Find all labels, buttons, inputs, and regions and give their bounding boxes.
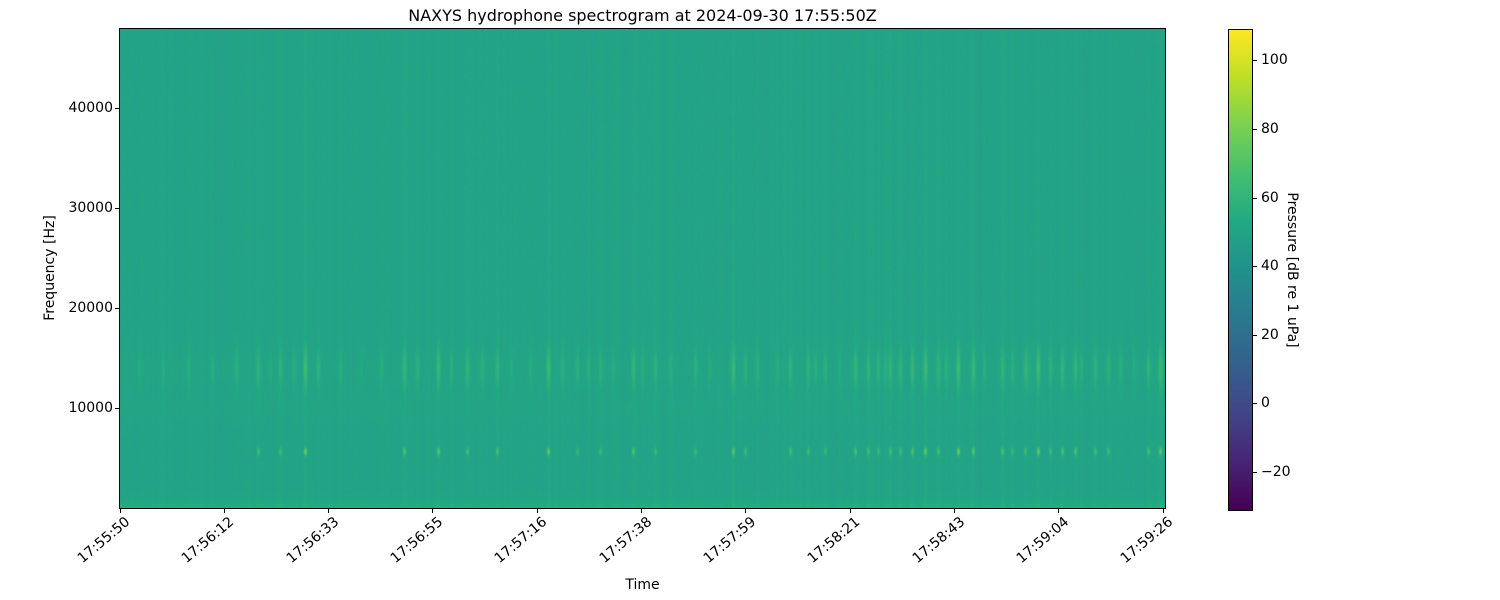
colorbar-tick-mark: [1253, 60, 1257, 62]
x-tick-label: 17:57:59: [700, 514, 760, 567]
colorbar-tick-mark: [1253, 403, 1257, 405]
colorbar-tick-mark: [1253, 197, 1257, 199]
plot-area: [119, 28, 1166, 509]
y-tick-mark: [115, 307, 119, 309]
colorbar-tick-mark: [1253, 471, 1257, 473]
x-tick-label: 17:59:04: [1013, 514, 1072, 567]
x-tick-mark: [328, 509, 330, 513]
y-tick-label: 10000: [68, 399, 113, 416]
colorbar-tick-label: 80: [1261, 120, 1279, 137]
x-tick-mark: [953, 509, 955, 513]
x-tick-label: 17:58:21: [804, 514, 864, 567]
y-tick-label: 30000: [68, 200, 113, 217]
colorbar: [1228, 29, 1253, 511]
x-tick-label: 17:58:43: [909, 514, 968, 567]
x-tick-mark: [223, 509, 225, 513]
x-tick-mark: [1058, 509, 1060, 513]
colorbar-tick-mark: [1253, 128, 1257, 130]
colorbar-label: Pressure [dB re 1 uPa]: [1284, 192, 1300, 348]
plot-title: NAXYS hydrophone spectrogram at 2024-09-…: [408, 6, 877, 25]
x-tick-label: 17:59:26: [1117, 514, 1177, 567]
x-tick-mark: [745, 509, 747, 513]
y-tick-mark: [115, 108, 119, 110]
colorbar-tick-label: 40: [1261, 258, 1279, 275]
colorbar-tick-mark: [1253, 334, 1257, 336]
x-tick-label: 17:57:16: [492, 514, 551, 567]
y-tick-label: 40000: [68, 100, 113, 117]
x-tick-label: 17:56:55: [387, 514, 447, 567]
y-tick-mark: [115, 208, 119, 210]
x-tick-label: 17:57:38: [596, 514, 655, 567]
x-tick-mark: [119, 509, 121, 513]
x-tick-mark: [536, 509, 538, 513]
x-tick-label: 17:56:12: [179, 514, 238, 567]
y-tick-mark: [115, 407, 119, 409]
x-tick-label: 17:55:50: [74, 514, 134, 567]
colorbar-tick-label: 60: [1261, 189, 1279, 206]
x-tick-mark: [1162, 509, 1164, 513]
spectrogram-image: [120, 29, 1165, 508]
colorbar-tick-label: 0: [1261, 395, 1270, 412]
x-tick-mark: [849, 509, 851, 513]
colorbar-tick-label: 100: [1261, 52, 1288, 69]
colorbar-tick-label: −20: [1261, 463, 1291, 480]
x-tick-mark: [641, 509, 642, 513]
x-tick-mark: [432, 509, 434, 513]
x-axis-label: Time: [625, 577, 660, 593]
colorbar-tick-label: 20: [1261, 326, 1279, 343]
colorbar-tick-mark: [1253, 266, 1257, 268]
y-tick-label: 20000: [68, 299, 113, 316]
x-tick-label: 17:56:33: [283, 514, 342, 567]
